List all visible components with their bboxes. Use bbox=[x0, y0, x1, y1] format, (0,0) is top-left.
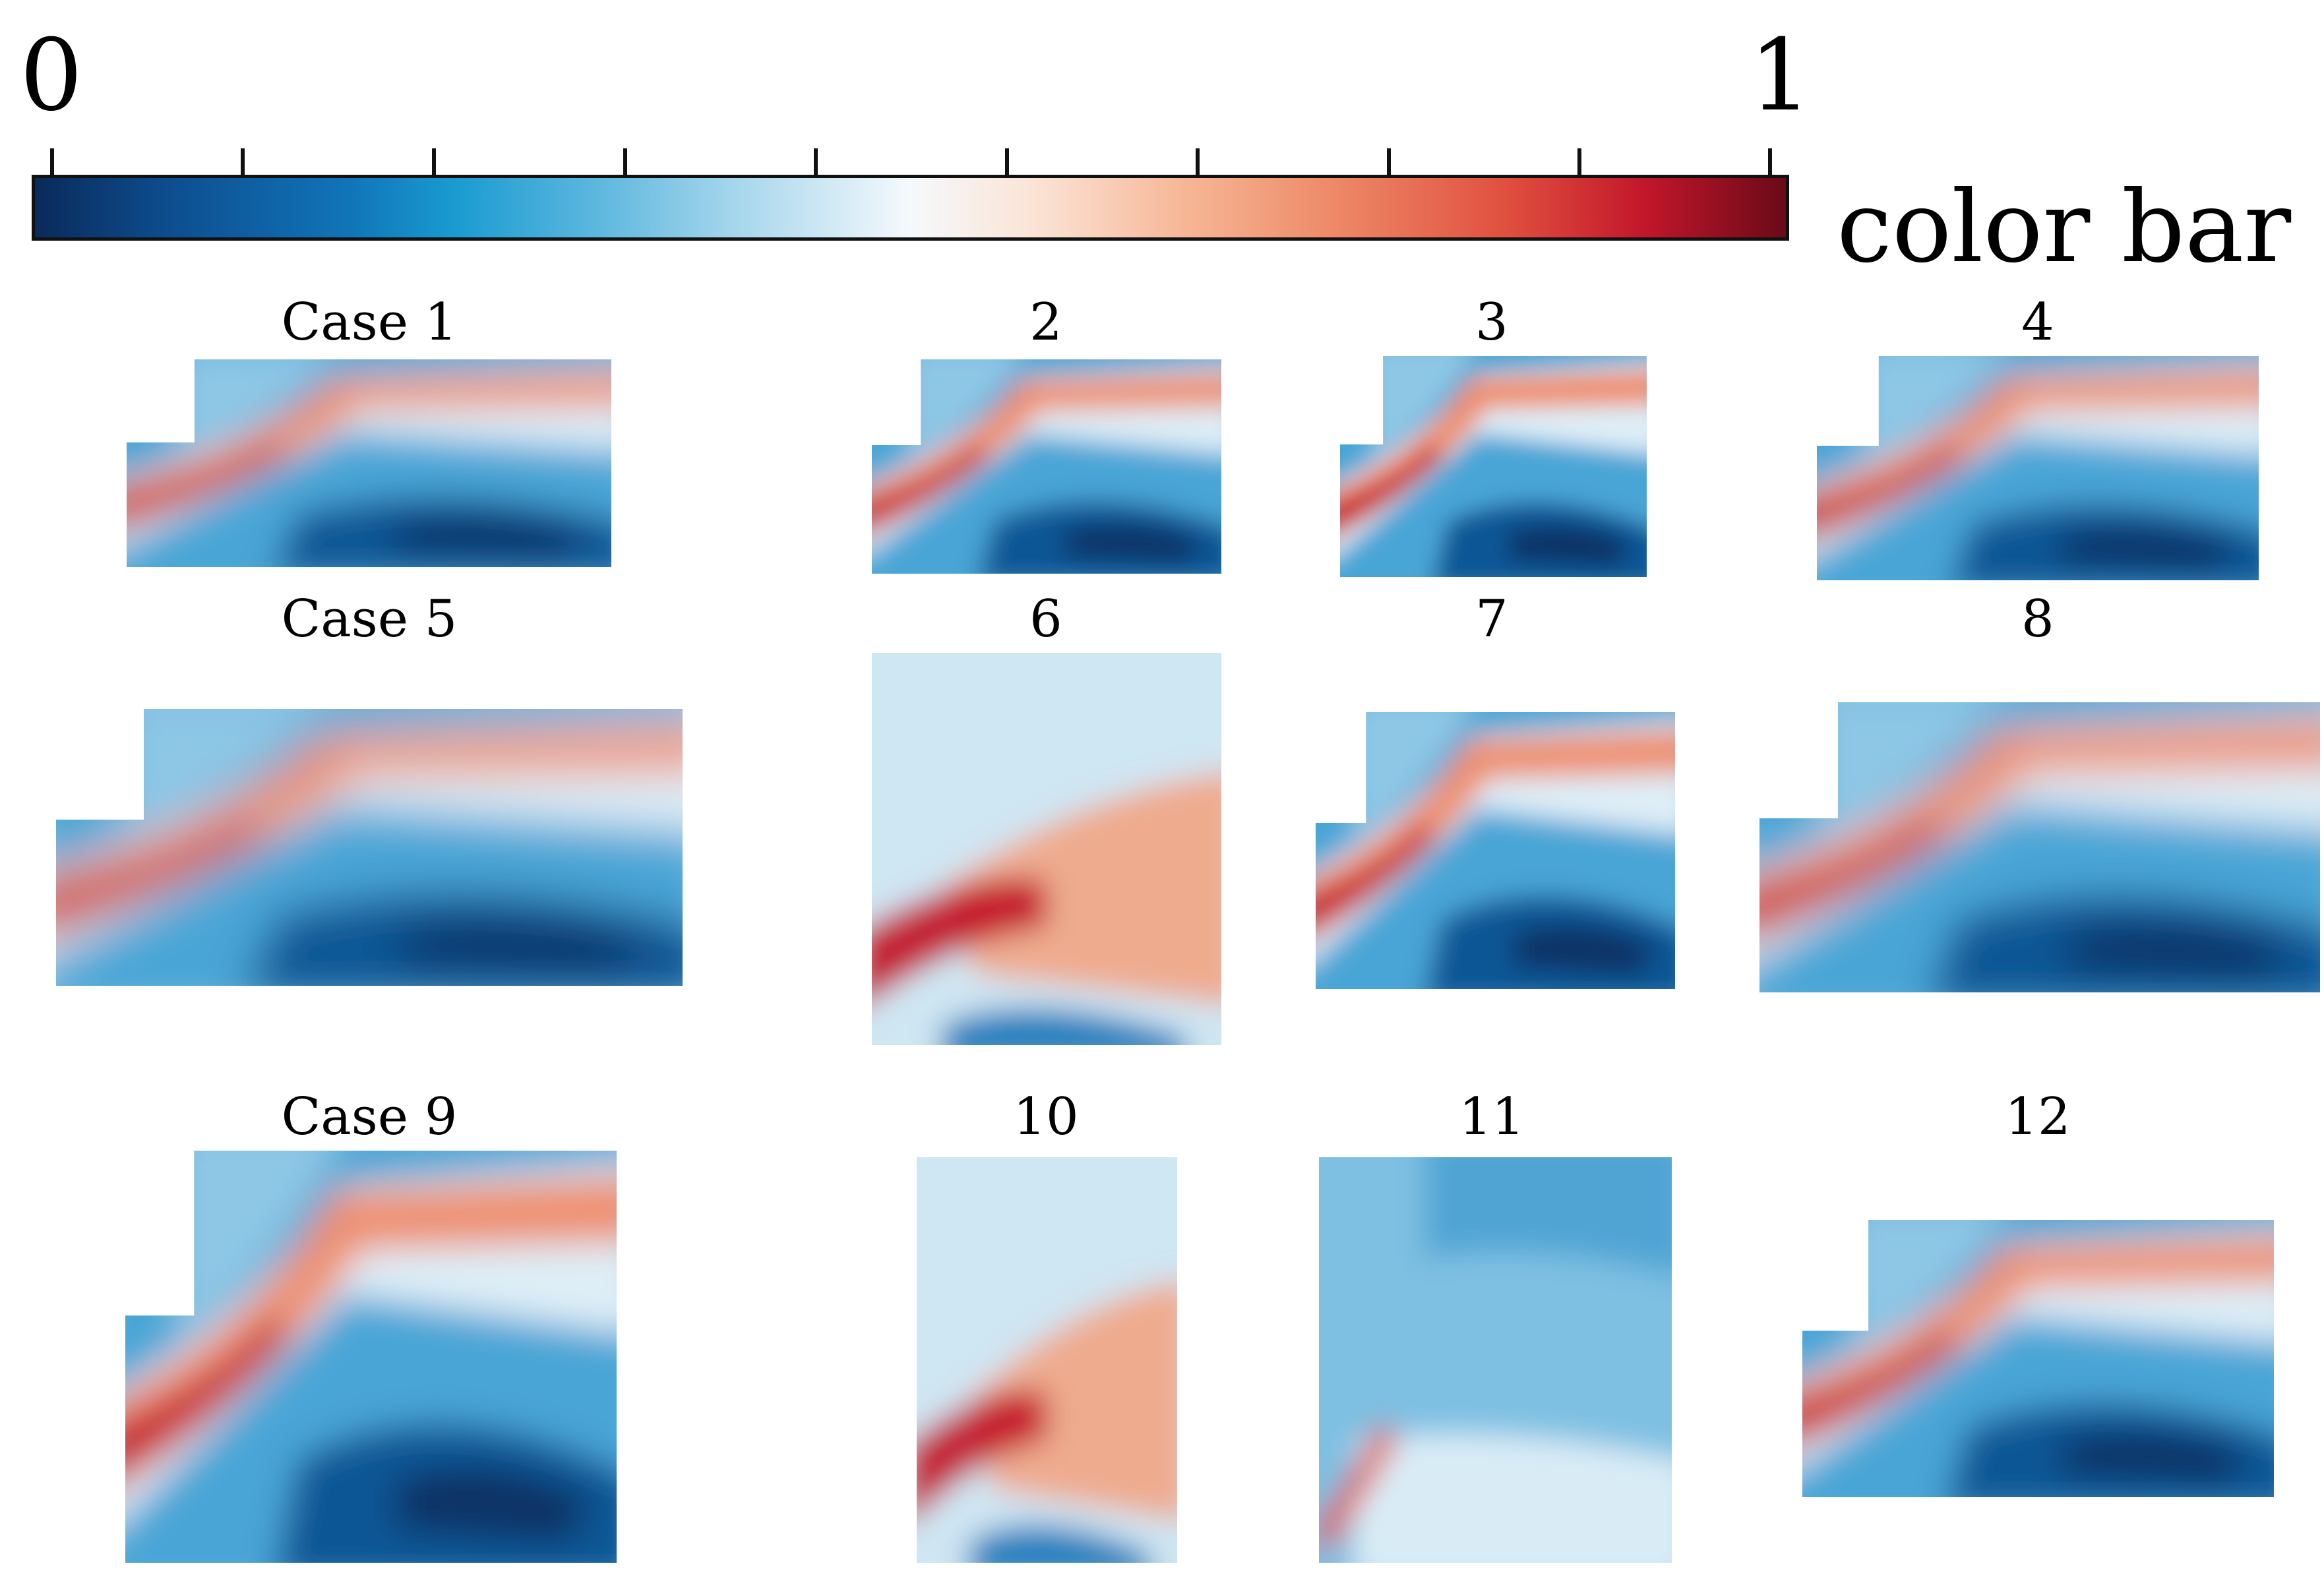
colorbar-tick bbox=[1768, 148, 1772, 175]
case-label-6: 6 bbox=[1029, 590, 1062, 649]
contour-plot bbox=[56, 709, 683, 986]
contour-plot bbox=[1319, 1157, 1672, 1563]
contour-plot bbox=[1759, 702, 2320, 992]
case-9-panel bbox=[125, 1151, 617, 1563]
case-label-4: 4 bbox=[2021, 293, 2054, 352]
contour-plot bbox=[917, 1157, 1177, 1563]
colorbar-gradient bbox=[32, 175, 1789, 241]
colorbar-title: color bar bbox=[1837, 170, 2292, 285]
contour-plot bbox=[872, 359, 1221, 574]
colorbar-max-label: 1 bbox=[1749, 18, 1812, 133]
case-label-10: 10 bbox=[1013, 1087, 1079, 1147]
contour-plot bbox=[1817, 356, 2259, 580]
colorbar-tick bbox=[50, 148, 54, 175]
case-2-panel bbox=[872, 359, 1221, 574]
case-11-panel bbox=[1319, 1157, 1672, 1563]
case-10-panel bbox=[917, 1157, 1177, 1563]
colorbar-tick bbox=[814, 148, 818, 175]
case-label-3: 3 bbox=[1475, 293, 1508, 352]
case-4-panel bbox=[1817, 356, 2259, 580]
case-3-panel bbox=[1340, 356, 1647, 577]
case-label-1: Case 1 bbox=[281, 293, 458, 352]
contour-plot bbox=[1316, 712, 1675, 989]
case-label-12: 12 bbox=[2005, 1087, 2071, 1147]
case-1-panel bbox=[127, 359, 611, 567]
case-7-panel bbox=[1316, 712, 1675, 989]
case-6-panel bbox=[872, 653, 1221, 1045]
colorbar-min-label: 0 bbox=[20, 18, 83, 133]
colorbar-tick bbox=[1196, 148, 1200, 175]
contour-plot bbox=[125, 1151, 617, 1563]
colorbar-tick bbox=[1387, 148, 1391, 175]
case-label-8: 8 bbox=[2021, 590, 2054, 649]
colorbar-tick bbox=[432, 148, 436, 175]
colorbar-tick bbox=[241, 148, 245, 175]
contour-plot bbox=[1802, 1220, 2274, 1497]
colorbar-tick bbox=[1577, 148, 1581, 175]
case-label-5: Case 5 bbox=[281, 590, 458, 649]
case-label-7: 7 bbox=[1475, 590, 1508, 649]
contour-plot bbox=[1340, 356, 1647, 577]
case-label-2: 2 bbox=[1029, 293, 1062, 352]
contour-plot bbox=[872, 653, 1221, 1045]
contour-plot bbox=[127, 359, 611, 567]
case-label-9: Case 9 bbox=[281, 1087, 458, 1147]
case-5-panel bbox=[56, 709, 683, 986]
colorbar-tick bbox=[1005, 148, 1009, 175]
colorbar-tick bbox=[623, 148, 627, 175]
case-8-panel bbox=[1759, 702, 2320, 992]
case-label-11: 11 bbox=[1459, 1087, 1525, 1147]
case-12-panel bbox=[1802, 1220, 2274, 1497]
